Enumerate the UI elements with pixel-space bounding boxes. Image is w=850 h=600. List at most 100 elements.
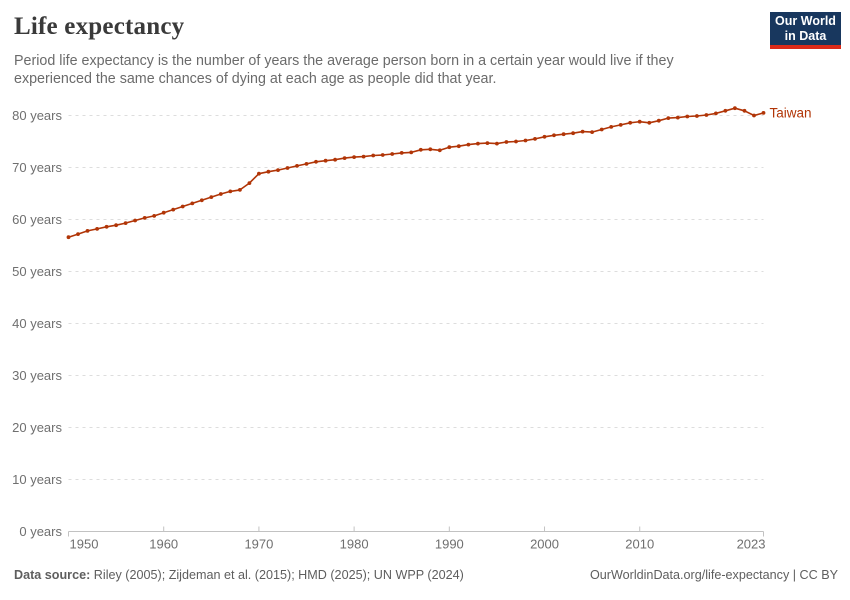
data-point-1954[interactable] xyxy=(104,224,109,229)
data-point-1955[interactable] xyxy=(114,223,118,228)
chart-canvas[interactable]: 0 years 10 years 20 years 30 years 40 years 5… xyxy=(0,95,850,560)
data-point-1997[interactable] xyxy=(514,139,518,144)
data-point-1978[interactable] xyxy=(333,157,337,162)
data-point-2003[interactable] xyxy=(571,131,575,136)
data-point-2013[interactable] xyxy=(666,116,671,120)
data-point-2008[interactable] xyxy=(618,123,623,127)
data-point-1989[interactable] xyxy=(437,148,442,153)
x-tick-label-2000: 2000 xyxy=(530,537,559,552)
data-point-2004[interactable] xyxy=(580,129,585,134)
data-point-1983[interactable] xyxy=(380,153,385,157)
data-point-2001[interactable] xyxy=(552,133,556,138)
data-point-1996[interactable] xyxy=(504,140,509,144)
data-point-1993[interactable] xyxy=(476,141,480,146)
series-label-taiwan[interactable]: Taiwan xyxy=(770,105,812,120)
data-point-1988[interactable] xyxy=(428,147,433,152)
data-point-2014[interactable] xyxy=(675,115,680,120)
data-point-1960[interactable] xyxy=(161,210,166,215)
chart-footer: Data source: Riley (2005); Zijdeman et a… xyxy=(14,568,838,582)
data-point-1980[interactable] xyxy=(352,155,356,159)
data-point-1991[interactable] xyxy=(456,144,461,149)
data-point-1994[interactable] xyxy=(485,141,490,145)
y-tick-label-10: 10 years xyxy=(12,472,62,487)
data-point-1963[interactable] xyxy=(190,201,195,206)
data-point-1969[interactable] xyxy=(247,181,252,185)
data-point-1987[interactable] xyxy=(418,147,423,152)
y-tick-label-60: 60 years xyxy=(12,212,62,227)
data-point-1998[interactable] xyxy=(523,138,528,143)
data-point-1967[interactable] xyxy=(228,189,233,194)
x-tick-label-1960: 1960 xyxy=(149,537,178,552)
x-tick-label-2010: 2010 xyxy=(625,537,654,552)
data-point-2021[interactable] xyxy=(742,108,747,113)
data-point-1992[interactable] xyxy=(466,142,471,147)
data-point-1999[interactable] xyxy=(533,137,537,141)
data-point-1951[interactable] xyxy=(76,232,80,237)
x-tick-label-1970: 1970 xyxy=(244,537,273,552)
data-point-1952[interactable] xyxy=(85,229,90,233)
data-source-note: Data source: Riley (2005); Zijdeman et a… xyxy=(14,568,464,582)
data-point-1974[interactable] xyxy=(295,164,299,168)
data-point-1959[interactable] xyxy=(152,214,157,218)
data-point-2022[interactable] xyxy=(752,113,756,118)
data-point-1950[interactable] xyxy=(66,235,71,240)
data-point-1976[interactable] xyxy=(314,159,318,164)
data-point-1977[interactable] xyxy=(323,158,328,163)
credit-link[interactable]: OurWorldinData.org/life-expectancy | CC … xyxy=(589,568,838,582)
data-point-1966[interactable] xyxy=(218,192,223,196)
data-point-1985[interactable] xyxy=(399,151,404,155)
data-point-2002[interactable] xyxy=(561,132,566,137)
data-point-1962[interactable] xyxy=(180,204,185,209)
data-point-1953[interactable] xyxy=(95,227,99,231)
data-point-1990[interactable] xyxy=(447,145,452,150)
y-tick-label-70: 70 years xyxy=(12,160,62,175)
series-line-taiwan[interactable] xyxy=(68,107,764,238)
data-point-1984[interactable] xyxy=(390,152,395,156)
data-point-1981[interactable] xyxy=(361,154,366,159)
x-tick-label-1950: 1950 xyxy=(70,537,99,552)
data-point-1956[interactable] xyxy=(123,221,128,225)
data-point-2007[interactable] xyxy=(609,125,614,129)
data-point-1970[interactable] xyxy=(257,171,261,176)
y-tick-label-40: 40 years xyxy=(12,316,62,331)
data-point-2011[interactable] xyxy=(647,120,652,125)
data-point-1982[interactable] xyxy=(371,153,376,158)
data-point-1979[interactable] xyxy=(342,156,347,160)
data-point-1975[interactable] xyxy=(304,162,309,166)
data-point-2018[interactable] xyxy=(714,111,718,116)
data-point-2000[interactable] xyxy=(542,134,547,139)
data-point-2023[interactable] xyxy=(761,111,766,115)
data-point-1971[interactable] xyxy=(266,169,271,174)
data-point-1958[interactable] xyxy=(142,216,147,220)
owid-logo-text: Our World in Data xyxy=(775,14,836,43)
data-point-1961[interactable] xyxy=(171,207,176,212)
data-point-2009[interactable] xyxy=(628,120,633,125)
data-point-1965[interactable] xyxy=(209,195,214,199)
data-point-1968[interactable] xyxy=(238,188,242,192)
data-point-2012[interactable] xyxy=(656,118,661,123)
y-tick-label-0: 0 years xyxy=(19,524,62,539)
data-point-1986[interactable] xyxy=(409,150,414,155)
y-tick-label-80: 80 years xyxy=(12,108,62,123)
data-point-2016[interactable] xyxy=(695,114,699,118)
data-source-text: Riley (2005); Zijdeman et al. (2015); HM… xyxy=(90,568,464,582)
data-point-2015[interactable] xyxy=(685,114,690,119)
owid-logo-line1: Our World xyxy=(775,14,836,28)
chart-subtitle-line2: experienced the same chances of dying at… xyxy=(14,70,497,87)
data-point-2006[interactable] xyxy=(599,127,604,132)
data-point-1973[interactable] xyxy=(285,166,290,170)
x-tick-label-2023: 2023 xyxy=(737,537,766,552)
data-point-2020[interactable] xyxy=(733,106,737,111)
data-point-1957[interactable] xyxy=(133,218,138,223)
data-point-2019[interactable] xyxy=(723,108,728,113)
data-point-1972[interactable] xyxy=(276,168,280,172)
data-point-1995[interactable] xyxy=(495,141,499,146)
chart-subtitle-line1: Period life expectancy is the number of … xyxy=(14,53,674,69)
data-point-1964[interactable] xyxy=(199,198,204,203)
data-point-2005[interactable] xyxy=(590,130,594,134)
x-tick-label-1990: 1990 xyxy=(435,537,464,552)
data-point-2017[interactable] xyxy=(704,113,709,117)
data-point-2010[interactable] xyxy=(637,119,642,124)
owid-logo[interactable]: Our World in Data xyxy=(770,12,841,49)
